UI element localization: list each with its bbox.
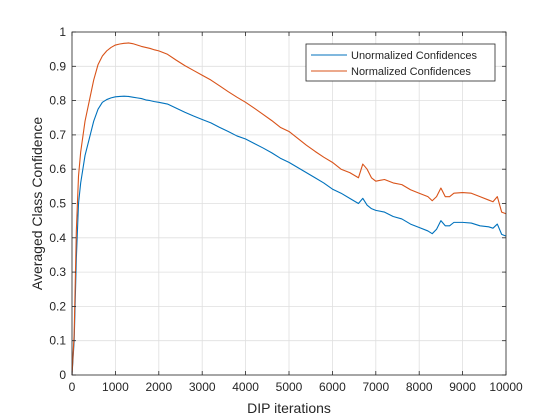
- x-tick-label: 8000: [406, 380, 433, 394]
- x-tick-label: 1000: [102, 380, 129, 394]
- y-tick-label: 0: [59, 368, 66, 382]
- y-tick-label: 0.9: [49, 59, 66, 73]
- x-tick-label: 3000: [189, 380, 216, 394]
- legend-box: [305, 43, 496, 82]
- legend-label-unormalized: Unormalized Confidences: [351, 50, 477, 62]
- x-tick-label: 7000: [362, 380, 389, 394]
- x-tick-label: 2000: [145, 380, 172, 394]
- y-tick-label: 0.7: [49, 128, 66, 142]
- y-tick-label: 0.2: [49, 299, 66, 313]
- x-tick-label: 0: [69, 380, 76, 394]
- y-tick-label: 0.8: [49, 94, 66, 108]
- y-tick-label: 0.3: [49, 265, 66, 279]
- legend: Unormalized Confidences Normalized Confi…: [305, 43, 496, 82]
- x-tick-label: 4000: [232, 380, 259, 394]
- x-tick-label: 10000: [489, 380, 523, 394]
- x-tick-label: 9000: [449, 380, 476, 394]
- legend-label-normalized: Normalized Confidences: [351, 66, 471, 78]
- series-line-normalized: [71, 42, 507, 376]
- tick-labels: 0 1000 2000 3000 4000 5000 6000 7000 8000 9000 100…: [49, 25, 523, 394]
- x-axis-title: DIP iterations: [247, 400, 331, 416]
- y-tick-label: 0.1: [49, 334, 66, 348]
- tick-marks: [71, 31, 507, 376]
- y-tick-label: 0.5: [49, 197, 66, 211]
- y-tick-label: 1: [59, 25, 66, 39]
- y-tick-label: 0.4: [49, 231, 66, 245]
- series-line-unormalized: [71, 95, 507, 376]
- x-tick-label: 5000: [276, 380, 303, 394]
- y-tick-label: 0.6: [49, 162, 66, 176]
- series-layer: [71, 42, 507, 376]
- y-axis-title: Averaged Class Confidence: [29, 117, 45, 291]
- x-tick-label: 6000: [319, 380, 346, 394]
